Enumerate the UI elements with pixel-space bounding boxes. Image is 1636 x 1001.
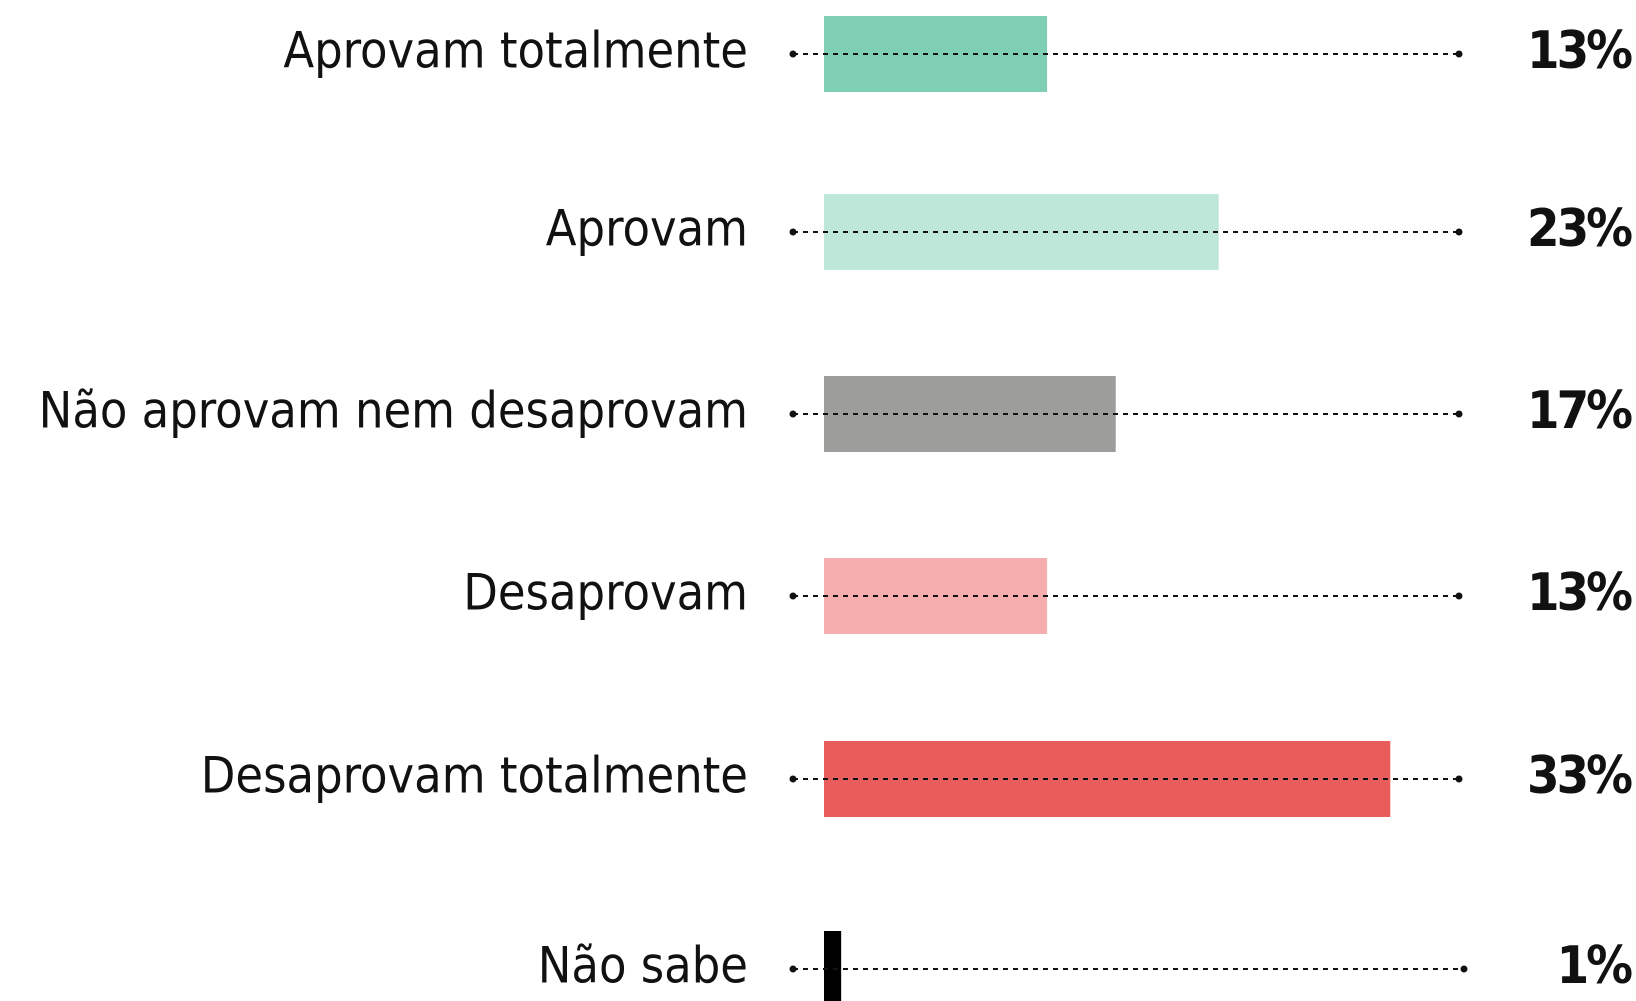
leader-dot <box>1455 50 1463 58</box>
value-label: 17% <box>1527 381 1632 441</box>
leader-dot <box>1455 775 1463 783</box>
value-label: 23% <box>1527 199 1632 259</box>
leader-dot <box>1455 410 1463 418</box>
leader-dot <box>789 775 797 783</box>
value-label: 13% <box>1527 563 1632 623</box>
leader-dot <box>789 592 797 600</box>
leader-dot <box>1455 228 1463 236</box>
category-label: Aprovam <box>546 200 748 258</box>
leader-dot <box>789 965 797 973</box>
leader-dot <box>789 228 797 236</box>
leader-dot <box>1455 592 1463 600</box>
category-label: Desaprovam totalmente <box>201 747 748 805</box>
leader-dot <box>1460 965 1468 973</box>
leader-dot <box>789 50 797 58</box>
category-label: Não aprovam nem desaprovam <box>39 382 748 440</box>
leader-dot <box>789 410 797 418</box>
bar <box>824 194 1219 270</box>
category-label: Desaprovam <box>463 564 748 622</box>
category-label: Aprovam totalmente <box>283 22 748 80</box>
value-label: 13% <box>1527 21 1632 81</box>
value-label: 33% <box>1527 746 1632 806</box>
bar <box>824 931 842 1001</box>
value-label: 1% <box>1557 936 1633 996</box>
category-label: Não sabe <box>538 937 748 995</box>
